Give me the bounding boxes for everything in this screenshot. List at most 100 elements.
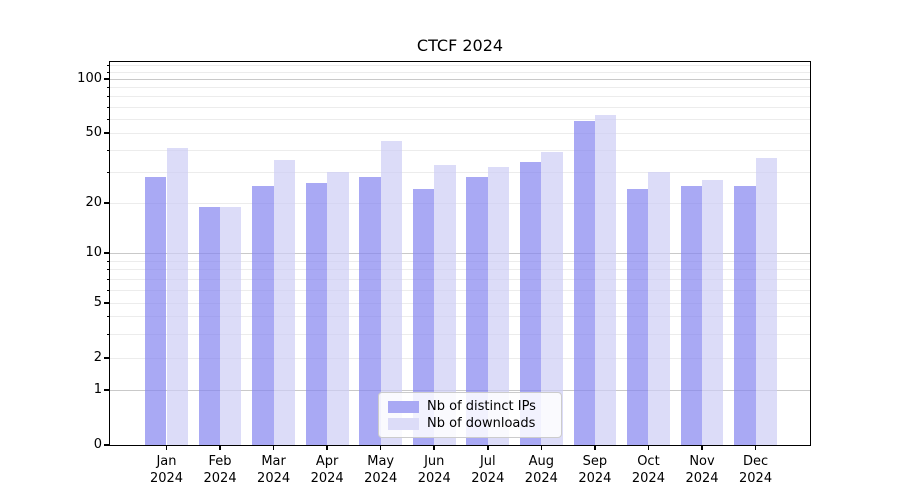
gridline-major	[110, 253, 810, 254]
x-tick-year: 2024	[631, 471, 665, 486]
x-tick-year: 2024	[471, 471, 505, 486]
legend: Nb of distinct IPs Nb of downloads	[378, 392, 562, 438]
bar-ips-aug	[519, 162, 542, 445]
gridline-minor	[110, 118, 810, 120]
bar-downloads-jan	[166, 148, 188, 445]
x-tick-month: Sep	[582, 454, 608, 469]
y-tick-mark	[104, 444, 110, 446]
legend-label: Nb of downloads	[427, 416, 536, 431]
x-tick-mark	[165, 445, 168, 450]
gridline-minor	[110, 278, 810, 280]
x-tick-label: May 2024	[349, 453, 413, 487]
y-minor-tick-mark	[106, 64, 110, 66]
bar-downloads-jul	[487, 167, 510, 445]
x-tick-label: Nov 2024	[670, 453, 734, 487]
x-tick-label: Jun 2024	[402, 453, 466, 487]
x-tick-year: 2024	[203, 471, 237, 486]
y-minor-tick-mark	[106, 172, 110, 174]
y-minor-tick-mark	[106, 118, 110, 120]
x-tick-label: Aug 2024	[509, 453, 573, 487]
x-tick-label: Apr 2024	[295, 453, 359, 487]
gridline-minor	[110, 96, 810, 98]
gridline-minor	[110, 316, 810, 318]
x-tick-label: Jan 2024	[135, 453, 199, 487]
x-tick-mark	[540, 445, 543, 450]
y-minor-tick-mark	[106, 333, 110, 335]
y-tick-mark	[104, 132, 110, 134]
x-tick-year: 2024	[524, 471, 558, 486]
x-tick-mark	[379, 445, 382, 450]
y-minor-tick-mark	[106, 278, 110, 280]
bar-ips-may	[359, 177, 381, 445]
bar-downloads-mar	[273, 160, 295, 445]
bar-ips-nov	[680, 185, 702, 445]
y-tick-label: 20	[85, 195, 102, 210]
x-tick-year: 2024	[364, 471, 398, 486]
legend-swatch-ips	[388, 400, 419, 413]
bar-ips-apr	[305, 182, 328, 445]
x-tick-month: Jul	[479, 454, 496, 469]
y-minor-tick-mark	[106, 289, 110, 291]
bar-downloads-aug	[541, 151, 563, 445]
x-tick-label: Oct 2024	[616, 453, 680, 487]
bar-downloads-may	[380, 141, 403, 445]
y-tick-label: 10	[85, 245, 102, 260]
bar-downloads-jun	[434, 164, 456, 445]
x-tick-label: Jul 2024	[456, 453, 520, 487]
bar-ips-jun	[412, 189, 435, 445]
y-tick-label: 1	[93, 382, 102, 397]
gridline-minor	[110, 172, 810, 174]
bar-downloads-feb	[220, 206, 242, 445]
y-tick-mark	[104, 252, 110, 254]
x-tick-label: Dec 2024	[724, 453, 788, 487]
x-tick-mark	[326, 445, 328, 450]
y-tick-label: 0	[93, 437, 102, 452]
x-tick-year: 2024	[149, 471, 184, 486]
bar-ips-feb	[198, 206, 221, 445]
gridline-minor	[110, 87, 810, 89]
x-tick-month: Jan	[156, 454, 177, 469]
legend-row: Nb of distinct IPs	[388, 398, 551, 415]
bar-ips-sep	[573, 121, 595, 445]
x-tick-label: Sep 2024	[563, 453, 627, 487]
gridline-minor	[110, 333, 810, 335]
x-tick-month: Feb	[208, 454, 232, 469]
legend-label: Nb of distinct IPs	[427, 399, 536, 414]
gridline	[110, 303, 810, 304]
gridline-minor	[110, 71, 810, 73]
y-tick-mark	[104, 202, 110, 204]
x-tick-year: 2024	[417, 471, 451, 486]
x-tick-mark	[433, 445, 436, 450]
x-tick-month: Aug	[528, 454, 555, 469]
bar-downloads-nov	[702, 180, 724, 445]
x-tick-month: Oct	[637, 454, 660, 469]
x-tick-mark	[647, 445, 650, 450]
y-minor-tick-mark	[106, 87, 110, 89]
gridline-minor	[110, 289, 810, 291]
x-tick-label: Feb 2024	[188, 453, 252, 487]
y-minor-tick-mark	[106, 96, 110, 98]
bar-downloads-oct	[648, 172, 670, 445]
plot-area: Nb of distinct IPs Nb of downloads 0 1 2 5 10…	[77, 61, 811, 486]
x-tick-month: Dec	[742, 454, 769, 469]
legend-swatch-downloads	[388, 417, 419, 430]
y-tick-mark	[104, 389, 110, 391]
x-tick-mark	[487, 445, 489, 450]
bar-ips-jul	[466, 177, 488, 445]
y-tick-label: 100	[77, 71, 102, 86]
gridline-minor	[110, 260, 810, 262]
gridline-minor	[110, 64, 810, 66]
x-tick-mark	[701, 445, 703, 450]
x-tick-mark	[219, 445, 221, 450]
gridline	[110, 358, 810, 359]
chart-title: CTCF 2024	[416, 36, 504, 55]
y-minor-tick-mark	[106, 316, 110, 318]
x-tick-mark	[272, 445, 275, 450]
x-tick-month: May	[367, 454, 395, 469]
y-minor-tick-mark	[106, 106, 110, 108]
bar-ips-mar	[252, 185, 274, 445]
y-minor-tick-mark	[106, 71, 110, 73]
bar-ips-dec	[734, 185, 756, 445]
gridline	[110, 203, 810, 204]
